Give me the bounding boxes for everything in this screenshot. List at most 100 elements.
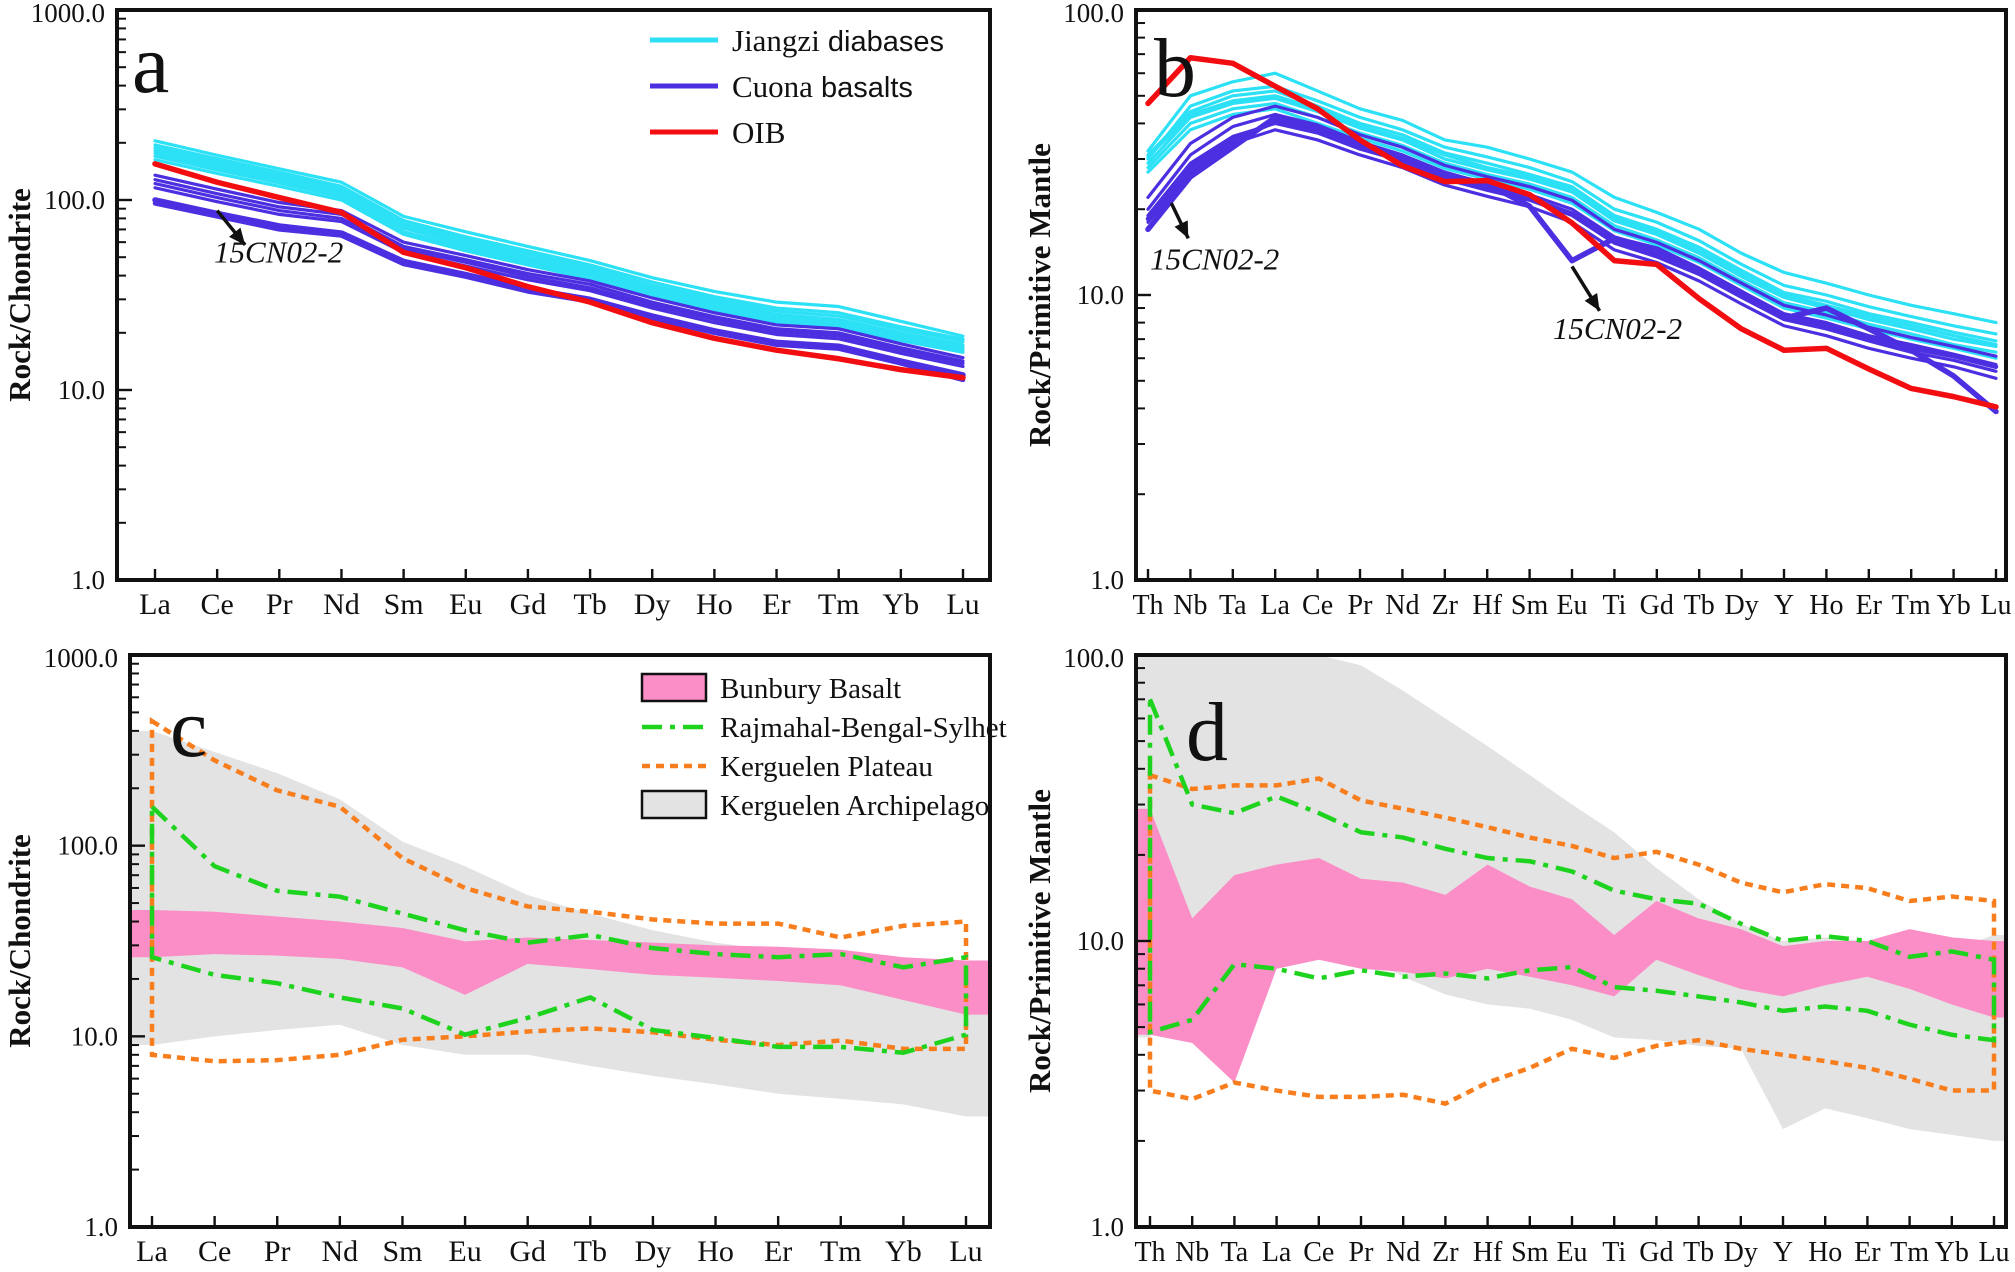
- x-tick-label: Tb: [1684, 590, 1715, 621]
- x-tick-label: La: [1262, 1237, 1292, 1268]
- annotation-15cn02-2: 15CN02-2: [1553, 265, 1682, 346]
- panel-letter-a: a: [132, 18, 169, 111]
- plot-content-c: [130, 717, 990, 1117]
- band-kerguelen-archipelago: [130, 730, 990, 1117]
- legend-label: Jiangzi diabases: [732, 23, 944, 58]
- y-tick-label: 10.0: [71, 1021, 118, 1051]
- x-tick-label: Tb: [1683, 1237, 1714, 1268]
- band-kerguelen-archipelago: [1136, 655, 2006, 1141]
- x-tick-label: Th: [1132, 590, 1163, 621]
- x-tick-label: Ti: [1602, 1237, 1626, 1268]
- x-tick-label: Sm: [1511, 1237, 1549, 1268]
- envelope-kerguelen-plateau: [1147, 772, 1997, 1106]
- x-tick-label: Dy: [634, 588, 671, 621]
- plot-content-b: [1145, 54, 1999, 415]
- x-tick-label: Pr: [266, 588, 293, 621]
- x-tick-label: Ho: [1808, 1237, 1842, 1268]
- y-tick-label: 1.0: [84, 1212, 118, 1242]
- x-tick-label: Tm: [820, 1235, 862, 1268]
- series-cuona-2: [153, 178, 965, 363]
- series-cuona-15cn02-2b: [1145, 119, 1999, 370]
- series-jiangzi-5: [1146, 94, 1998, 347]
- x-tick-label: Lu: [949, 1235, 982, 1268]
- y-tick-label: 100.0: [1063, 643, 1124, 673]
- y-axis-d: 100.0 10.0 1.0: [1063, 643, 1151, 1242]
- annotation-15cn02-2: 15CN02-2: [214, 209, 343, 269]
- x-tick-label: La: [136, 1235, 168, 1268]
- series-jiangzi-1: [153, 139, 965, 338]
- y-axis-title: Rock/Primitive Mantle: [1022, 789, 1057, 1093]
- series-oib: [1145, 54, 1999, 410]
- x-axis-b: Th Nb Ta La Ce Pr Nd Zr Hf Sm Eu Ti Gd Tb Dy Y Ho Er Tm Yb L…: [1132, 569, 2012, 621]
- x-tick-label: Eu: [449, 588, 482, 621]
- x-tick-label: Eu: [1556, 590, 1587, 621]
- annotation-arrowhead: [1174, 220, 1189, 239]
- panel-c: 1000.0 100.0 10.0 1.0 La Ce Pr Nd Sm Eu Gd Tb Dy Ho Er…: [2, 643, 1007, 1268]
- x-tick-label: Tm: [818, 588, 860, 621]
- panel-letter-d: d: [1186, 686, 1228, 779]
- x-tick-label: Hf: [1473, 1237, 1503, 1268]
- x-tick-label: Yb: [885, 1235, 922, 1268]
- y-tick-label: 10.0: [58, 375, 105, 405]
- x-tick-label: Ce: [200, 588, 233, 621]
- x-tick-label: Yb: [1936, 590, 1970, 621]
- x-axis-a: La Ce Pr Nd Sm Eu Gd Tb Dy Ho Er Tm Yb Lu: [139, 569, 980, 621]
- x-tick-label: Tm: [1892, 590, 1931, 621]
- y-tick-label: 10.0: [1077, 280, 1124, 310]
- panel-d: 100.0 10.0 1.0 Th Nb Ta La Ce Pr Nd Zr Hf Sm Eu Ti Gd Tb…: [1022, 643, 2010, 1268]
- annotation-arrowhead: [1584, 292, 1600, 311]
- y-tick-label: 1.0: [1090, 565, 1124, 595]
- series-jiangzi-1: [1146, 71, 1998, 325]
- x-tick-label: Ho: [697, 1235, 734, 1268]
- x-tick-label: Ti: [1602, 590, 1626, 621]
- envelope-rajmahal-bengal-sylhet: [1147, 698, 1997, 1043]
- x-tick-label: Ta: [1219, 590, 1247, 621]
- x-tick-label: Y: [1773, 1237, 1793, 1268]
- x-tick-label: Pr: [1348, 590, 1374, 621]
- envelope-rajmahal-bengal-sylhet: [149, 801, 969, 1056]
- x-tick-label: La: [1260, 590, 1290, 621]
- x-tick-label: Nd: [1386, 1237, 1420, 1268]
- y-tick-label: 1000.0: [44, 643, 118, 673]
- y-axis-a: 1000.0 100.0 10.0 1.0: [31, 0, 132, 595]
- x-tick-label: Dy: [1724, 590, 1758, 621]
- series-cuona-1: [153, 173, 965, 360]
- y-axis-title: Rock/Primitive Mantle: [1022, 143, 1057, 447]
- x-tick-label: Dy: [1724, 1237, 1758, 1268]
- x-tick-label: Ce: [1303, 1237, 1334, 1268]
- panel-letter-b: b: [1154, 22, 1196, 115]
- annotation-15cn02-2: 15CN02-2: [1150, 202, 1279, 276]
- series-jiangzi-6: [153, 154, 965, 352]
- x-tick-label: Nb: [1175, 1237, 1209, 1268]
- x-tick-label: Er: [1854, 1237, 1881, 1268]
- x-tick-label: Yb: [883, 588, 920, 621]
- x-tick-label: Pr: [264, 1235, 291, 1268]
- legend-label: Cuona basalts: [732, 69, 913, 104]
- legend-label: Kerguelen Archipelago: [720, 790, 989, 822]
- x-tick-label: Zr: [1432, 590, 1459, 621]
- x-tick-label: Tm: [1890, 1237, 1929, 1268]
- y-tick-label: 100.0: [1063, 0, 1124, 28]
- x-tick-label: Sm: [1511, 590, 1549, 621]
- x-tick-label: Gd: [509, 1235, 546, 1268]
- band-bunbury-basalt: [1136, 808, 2006, 1083]
- legend-c: Bunbury Basalt Rajmahal-Bengal-Sylhet Kerg…: [640, 672, 1007, 822]
- y-tick-label: 1.0: [1090, 1212, 1124, 1242]
- series-cuona-15cn02-2a: [1145, 114, 1999, 415]
- band-bunbury-basalt: [130, 909, 990, 1015]
- x-tick-label: Y: [1774, 590, 1794, 621]
- x-tick-label: Th: [1134, 1237, 1165, 1268]
- x-tick-label: Sm: [382, 1235, 422, 1268]
- panel-letter-c: c: [170, 682, 207, 775]
- x-tick-label: Yb: [1935, 1237, 1969, 1268]
- x-tick-label: Tb: [574, 1235, 607, 1268]
- legend-label: OIB: [732, 115, 785, 150]
- series-jiangzi-2: [153, 143, 965, 341]
- legend-label: Kerguelen Plateau: [720, 751, 933, 783]
- annotation-arrowhead: [229, 227, 246, 245]
- series-jiangzi-4: [1146, 96, 1998, 349]
- y-tick-label: 100.0: [44, 185, 105, 215]
- x-tick-label: Gd: [510, 588, 547, 621]
- x-tick-label: Ce: [1302, 590, 1333, 621]
